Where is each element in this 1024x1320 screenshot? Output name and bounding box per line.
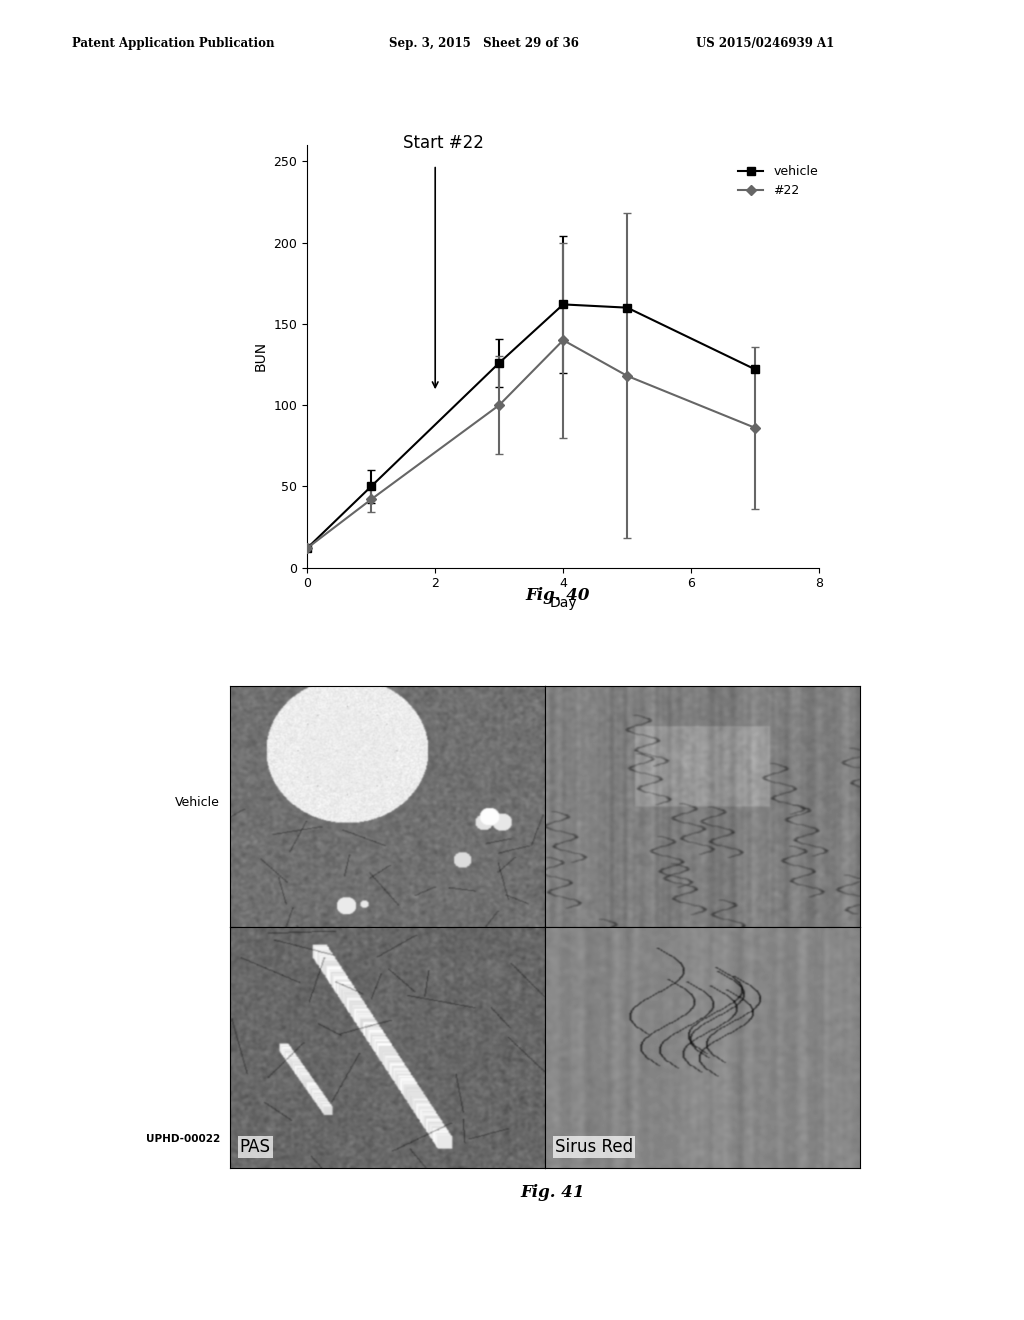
Text: Vehicle: Vehicle xyxy=(175,796,220,809)
Text: Start #22: Start #22 xyxy=(403,133,484,152)
Y-axis label: BUN: BUN xyxy=(254,342,268,371)
Text: UPHD-00022: UPHD-00022 xyxy=(145,1134,220,1144)
X-axis label: Day: Day xyxy=(550,595,577,610)
Legend: vehicle, #22: vehicle, #22 xyxy=(733,160,823,202)
Text: PAS: PAS xyxy=(240,1138,270,1156)
Text: Fig. 41: Fig. 41 xyxy=(521,1184,585,1201)
Text: Sep. 3, 2015   Sheet 29 of 36: Sep. 3, 2015 Sheet 29 of 36 xyxy=(389,37,579,50)
Text: Sirus Red: Sirus Red xyxy=(555,1138,633,1156)
Text: Fig. 40: Fig. 40 xyxy=(526,587,590,605)
Text: US 2015/0246939 A1: US 2015/0246939 A1 xyxy=(696,37,835,50)
Text: Patent Application Publication: Patent Application Publication xyxy=(72,37,274,50)
